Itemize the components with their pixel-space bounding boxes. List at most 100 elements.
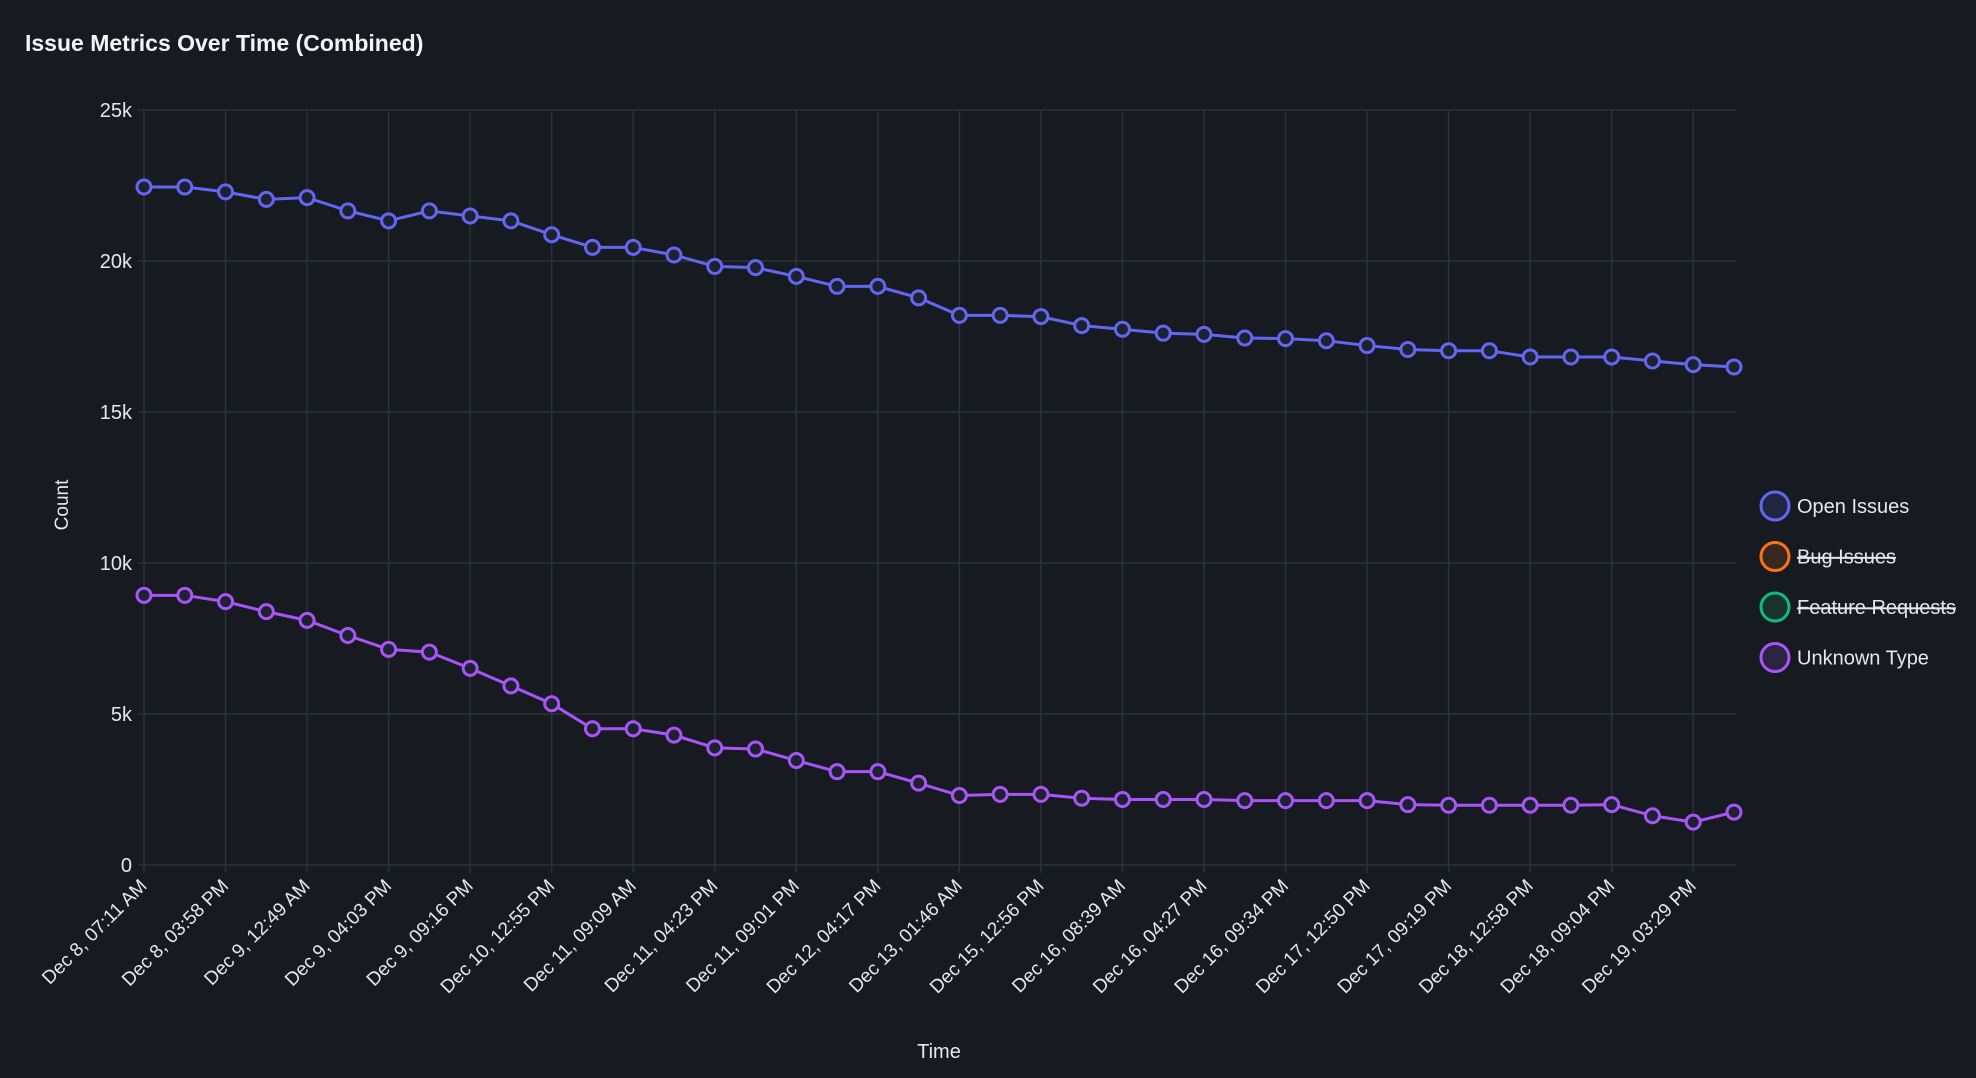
data-point[interactable] [502, 212, 520, 230]
data-point[interactable] [747, 740, 765, 758]
data-point[interactable] [583, 238, 601, 256]
data-point[interactable] [1643, 352, 1661, 370]
legend-item[interactable]: Open Issues [1759, 490, 1909, 522]
data-point[interactable] [380, 212, 398, 230]
data-point[interactable] [624, 720, 642, 738]
data-point[interactable] [1440, 342, 1458, 360]
data-point[interactable] [257, 190, 275, 208]
data-point[interactable] [624, 238, 642, 256]
legend-label: Bug Issues [1797, 547, 1896, 569]
series-open-issues [135, 178, 1743, 376]
data-point[interactable] [339, 202, 357, 220]
data-point[interactable] [1358, 792, 1376, 810]
data-point[interactable] [1195, 325, 1213, 343]
data-point[interactable] [706, 257, 724, 275]
data-point[interactable] [950, 306, 968, 324]
data-point[interactable] [1562, 348, 1580, 366]
data-point[interactable] [991, 785, 1009, 803]
data-point[interactable] [1195, 790, 1213, 808]
data-point[interactable] [217, 183, 235, 201]
data-point[interactable] [1399, 340, 1417, 358]
y-tick-label: 0 [121, 855, 132, 877]
data-point[interactable] [298, 611, 316, 629]
data-point[interactable] [950, 787, 968, 805]
data-point[interactable] [1277, 792, 1295, 810]
data-point[interactable] [1317, 332, 1335, 350]
legend-marker-icon [1759, 541, 1791, 572]
data-point[interactable] [1073, 317, 1091, 335]
data-point[interactable] [1032, 785, 1050, 803]
data-point[interactable] [787, 267, 805, 285]
data-point[interactable] [1154, 790, 1172, 808]
data-point[interactable] [1725, 803, 1743, 821]
data-point[interactable] [1521, 796, 1539, 814]
data-point[interactable] [1440, 796, 1458, 814]
data-point[interactable] [910, 289, 928, 307]
data-point[interactable] [298, 189, 316, 207]
y-axis-label: Count [52, 479, 73, 530]
data-point[interactable] [339, 626, 357, 644]
data-point[interactable] [1603, 348, 1621, 366]
grid [138, 109, 1736, 873]
data-point[interactable] [665, 246, 683, 264]
data-point[interactable] [828, 763, 846, 781]
chart-title: Issue Metrics Over Time (Combined) [25, 30, 424, 56]
y-tick-label: 15k [100, 402, 133, 424]
data-point[interactable] [1521, 348, 1539, 366]
legend-marker-icon [1759, 591, 1791, 623]
legend: Open Issues Bug Issues Feature Requests Unk… [1759, 490, 1956, 673]
data-point[interactable] [176, 178, 194, 196]
data-point[interactable] [1603, 796, 1621, 814]
data-point[interactable] [461, 207, 479, 225]
data-point[interactable] [706, 739, 724, 757]
data-point[interactable] [257, 603, 275, 621]
data-point[interactable] [135, 178, 153, 196]
data-point[interactable] [1277, 330, 1295, 348]
data-point[interactable] [1562, 796, 1580, 814]
data-point[interactable] [1684, 356, 1702, 374]
data-point[interactable] [1684, 813, 1702, 831]
data-point[interactable] [380, 640, 398, 658]
data-point[interactable] [420, 202, 438, 220]
data-point[interactable] [176, 586, 194, 604]
series-line [144, 185, 1735, 369]
data-point[interactable] [991, 306, 1009, 324]
data-point[interactable] [135, 586, 153, 604]
y-axis: 0 5k 10k 15k 20k 25k [100, 100, 133, 877]
data-point[interactable] [869, 277, 887, 295]
data-point[interactable] [1113, 790, 1131, 808]
legend-label: Open Issues [1797, 496, 1909, 518]
data-point[interactable] [1236, 792, 1254, 810]
data-point[interactable] [543, 226, 561, 244]
data-point[interactable] [1643, 807, 1661, 825]
data-point[interactable] [217, 593, 235, 611]
legend-marker-icon [1759, 642, 1791, 673]
legend-item[interactable]: Bug Issues [1759, 541, 1896, 572]
data-point[interactable] [1358, 337, 1376, 355]
data-point[interactable] [787, 752, 805, 770]
data-point[interactable] [420, 643, 438, 661]
data-point[interactable] [1154, 324, 1172, 342]
data-point[interactable] [502, 677, 520, 695]
data-point[interactable] [461, 659, 479, 677]
data-point[interactable] [583, 720, 601, 738]
data-point[interactable] [1480, 796, 1498, 814]
data-point[interactable] [543, 695, 561, 713]
data-point[interactable] [747, 259, 765, 277]
legend-marker-icon [1759, 490, 1791, 522]
data-point[interactable] [665, 726, 683, 744]
data-point[interactable] [1725, 358, 1743, 376]
data-point[interactable] [910, 774, 928, 792]
data-point[interactable] [869, 763, 887, 781]
data-point[interactable] [1480, 342, 1498, 360]
data-point[interactable] [1317, 792, 1335, 810]
data-point[interactable] [1236, 329, 1254, 347]
data-point[interactable] [1113, 320, 1131, 338]
data-point[interactable] [1399, 796, 1417, 814]
data-point[interactable] [828, 277, 846, 295]
legend-item[interactable]: Feature Requests [1759, 591, 1956, 623]
data-point[interactable] [1073, 789, 1091, 807]
data-point[interactable] [1032, 308, 1050, 326]
legend-item[interactable]: Unknown Type [1759, 642, 1929, 673]
